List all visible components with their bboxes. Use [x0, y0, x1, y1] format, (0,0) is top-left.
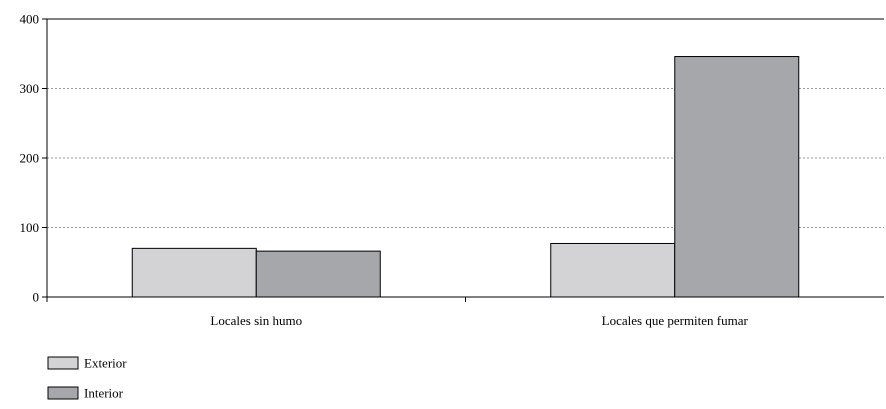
legend-swatch-exterior — [47, 356, 79, 370]
y-tick-label-0: 0 — [33, 290, 40, 305]
x-axis-categories: Locales sin humo Locales que permiten fum… — [210, 313, 748, 328]
y-tick-label-100: 100 — [20, 220, 40, 235]
legend-swatch-interior — [47, 386, 79, 400]
bars — [131, 56, 800, 298]
bar-exterior-0 — [131, 247, 257, 298]
legend: Exterior Interior — [47, 356, 127, 401]
y-tick-label-200: 200 — [20, 151, 40, 166]
bar-exterior-1 — [550, 242, 676, 298]
legend-label-interior: Interior — [84, 386, 124, 401]
y-tick-label-300: 300 — [20, 81, 40, 96]
y-axis-ticks: 0 100 200 300 400 — [20, 12, 466, 305]
y-tick-label-400: 400 — [20, 12, 40, 27]
legend-label-exterior: Exterior — [84, 356, 127, 371]
x-category-label-0: Locales sin humo — [210, 313, 302, 328]
x-category-label-1: Locales que permiten fumar — [602, 313, 749, 328]
bar-interior-0 — [255, 250, 381, 298]
bar-interior-1 — [674, 56, 800, 298]
